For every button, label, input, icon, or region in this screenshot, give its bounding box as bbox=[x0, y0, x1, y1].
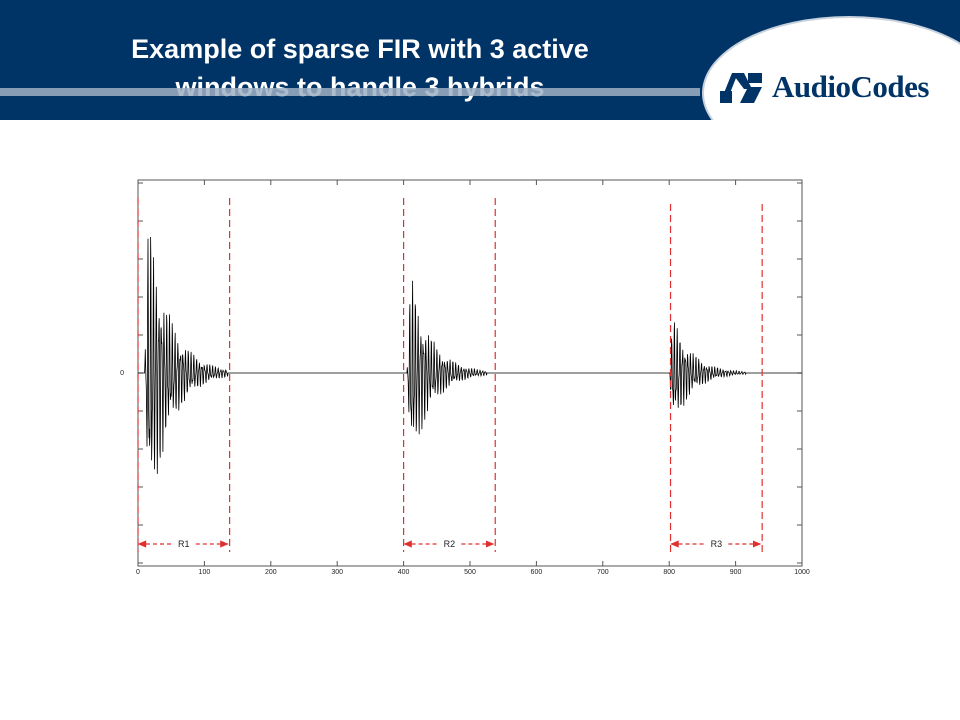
window-label: R2 bbox=[444, 539, 456, 549]
x-tick-label: 200 bbox=[265, 569, 277, 576]
slide-title: Example of sparse FIR with 3 active wind… bbox=[60, 30, 660, 106]
x-tick-label: 600 bbox=[531, 569, 543, 576]
x-tick-label: 700 bbox=[597, 569, 609, 576]
title-line-1: Example of sparse FIR with 3 active bbox=[131, 34, 589, 64]
x-tick-label: 900 bbox=[730, 569, 742, 576]
signal-line bbox=[138, 236, 802, 474]
x-tick-label: 100 bbox=[199, 569, 211, 576]
x-tick-label: 400 bbox=[398, 569, 410, 576]
x-tick-label: 0 bbox=[136, 569, 140, 576]
x-tick-label: 300 bbox=[331, 569, 343, 576]
x-tick-label: 800 bbox=[663, 569, 675, 576]
title-underline bbox=[0, 88, 700, 96]
header-banner: Example of sparse FIR with 3 active wind… bbox=[0, 0, 960, 120]
title-line-2: windows to handle 3 hybrids bbox=[175, 72, 545, 102]
x-tick-label: 1000 bbox=[794, 569, 810, 576]
audiocodes-logo: AudioCodes bbox=[718, 62, 929, 112]
y-tick-label: 0 bbox=[120, 370, 124, 377]
logo-text: AudioCodes bbox=[772, 69, 929, 104]
logo-mark-icon bbox=[720, 73, 762, 103]
x-tick-label: 500 bbox=[464, 569, 476, 576]
window-label: R3 bbox=[711, 539, 723, 549]
window-label: R1 bbox=[178, 539, 190, 549]
